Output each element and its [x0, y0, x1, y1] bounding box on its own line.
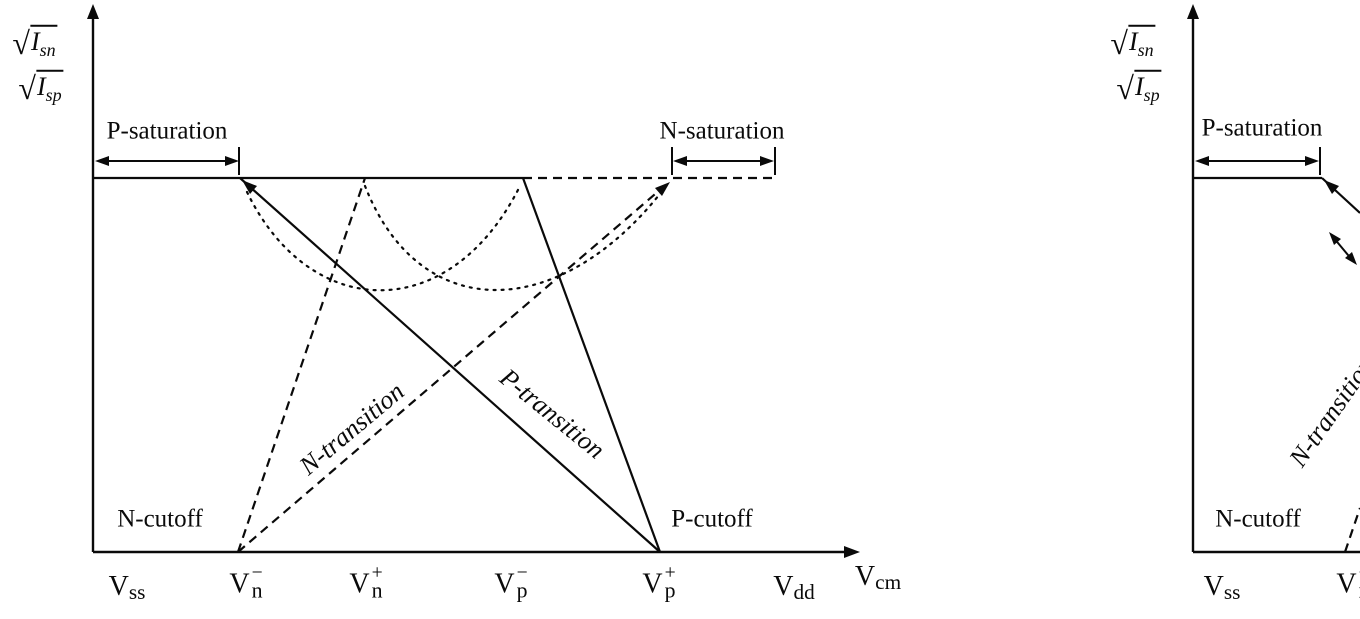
left-x-tick-vp-minus: V − p: [494, 562, 528, 603]
left-dotted-sum-curve-1: [245, 184, 522, 292]
left-y-axis-label-sqrt-isn: √Isn: [12, 24, 58, 61]
right-y-axis-arrow-icon: [1187, 4, 1199, 19]
left-p-saturation-label: P-saturation: [106, 117, 228, 145]
left-n-line-arrowhead-icon: [655, 182, 670, 196]
left-x-tick-vss: Vss: [108, 570, 146, 604]
right-y-axis-label-sqrt-isn: √Isn: [1110, 24, 1156, 61]
right-x-tick-vss: Vss: [1203, 570, 1241, 604]
left-y-axis-label-sqrt-isp: √Isp: [18, 69, 64, 106]
right-transition-arrowhead-upper-icon: [1329, 232, 1341, 245]
left-x-axis-label-vcm: Vcm: [854, 560, 902, 594]
left-n-saturation-arrowhead-right-icon: [760, 156, 774, 166]
right-p-saturation-label: P-saturation: [1201, 114, 1323, 142]
left-p-line-arrowhead-icon: [242, 180, 257, 194]
left-n-transition-line-wide: [237, 182, 669, 553]
left-x-tick-vn-plus: V + n: [349, 562, 383, 603]
right-p-line-arrowhead-icon: [1324, 180, 1339, 194]
left-p-saturation-arrowhead-left-icon: [95, 156, 109, 166]
left-n-transition-line-steep: [236, 177, 367, 553]
left-p-transition-line-wide: [239, 177, 661, 553]
right-transition-arrowhead-lower-icon: [1345, 252, 1357, 265]
right-p-saturation-arrowhead-left-icon: [1195, 156, 1209, 166]
right-x-tick-vn-minus: V−n: [1336, 563, 1360, 601]
left-p-saturation-arrowhead-right-icon: [225, 156, 239, 166]
left-x-tick-vp-plus: V + p: [642, 562, 676, 603]
left-y-axis-arrow-icon: [87, 4, 99, 19]
left-dotted-sum-curve-2: [363, 184, 665, 292]
left-x-axis-arrow-icon: [844, 546, 860, 558]
left-n-saturation-label: N-saturation: [659, 117, 785, 145]
left-n-saturation-arrowhead-left-icon: [673, 156, 687, 166]
right-p-saturation-arrowhead-right-icon: [1305, 156, 1319, 166]
left-x-tick-vdd: Vdd: [773, 570, 815, 604]
left-p-cutoff-label: P-cutoff: [671, 505, 753, 533]
right-y-axis-label-sqrt-isp: √Isp: [1116, 69, 1162, 106]
right-n-cutoff-label: N-cutoff: [1215, 505, 1301, 533]
left-n-cutoff-label: N-cutoff: [117, 505, 203, 533]
left-x-tick-vn-minus: V − n: [229, 562, 263, 603]
right-n-transition-line: [1343, 507, 1360, 553]
left-p-transition-line-steep: [521, 177, 662, 553]
